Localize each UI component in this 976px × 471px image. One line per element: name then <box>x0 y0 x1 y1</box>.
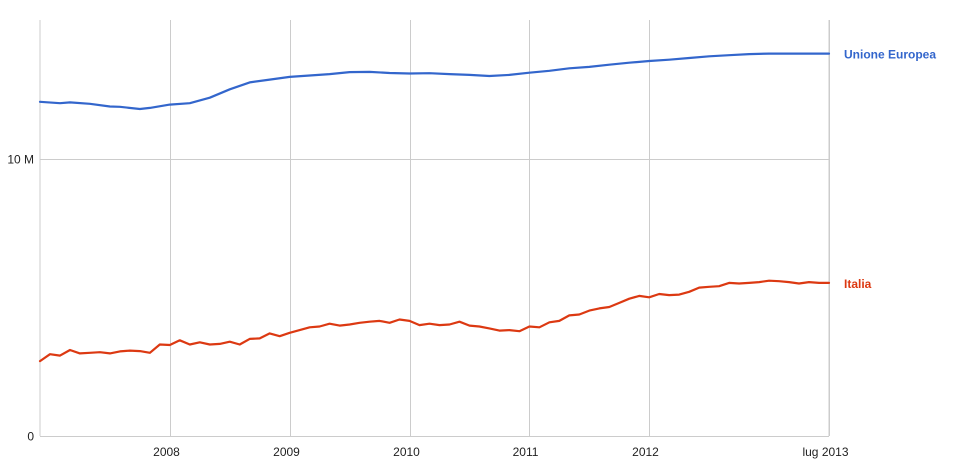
series-line <box>38 279 831 363</box>
y-tick-label: 0 <box>27 430 34 444</box>
series-line <box>38 52 831 111</box>
grid-lines <box>39 20 830 437</box>
x-tick-label: 2011 <box>513 445 539 459</box>
x-tick-label: 2012 <box>632 445 659 459</box>
x-tick-label: 2010 <box>393 445 420 459</box>
x-tick-label: lug 2013 <box>802 445 848 459</box>
x-tick-label: 2009 <box>273 445 300 459</box>
series-label: Unione Europea <box>844 48 936 62</box>
series-label: Italia <box>844 277 872 291</box>
x-tick-label: 2008 <box>153 445 180 459</box>
y-tick-label: 10 M <box>7 153 34 167</box>
axis-labels: 2008 2009 2010 2011 2012 lug 2013 0 10 M Unione … <box>7 48 936 459</box>
series-lines <box>38 52 831 363</box>
